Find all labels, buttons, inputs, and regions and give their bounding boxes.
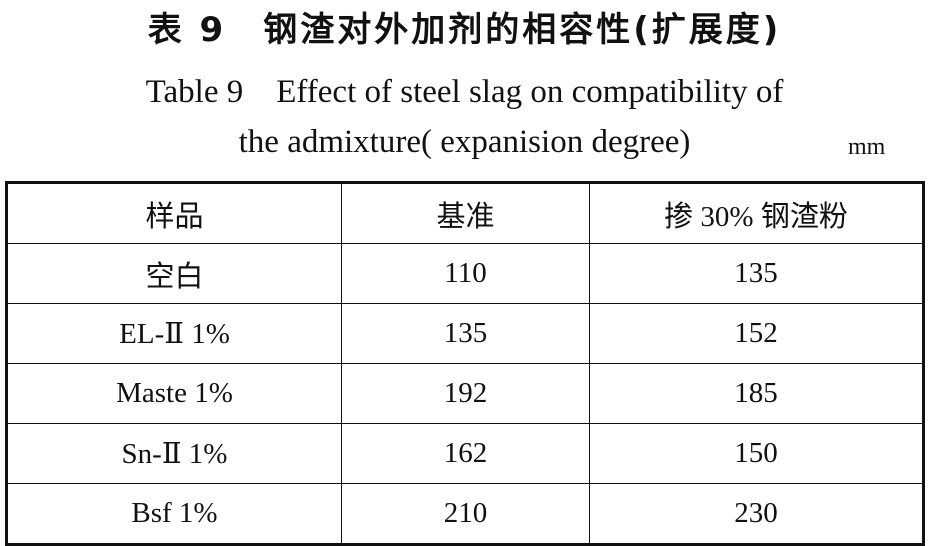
cell: EL-Ⅱ 1%: [6, 303, 342, 364]
row: EL-Ⅱ 1% 135 152: [6, 303, 924, 364]
row: Maste 1% 192 185: [6, 363, 924, 424]
row: Sn-Ⅱ 1% 162 150: [6, 423, 924, 484]
cell: 152: [589, 303, 924, 364]
cell: 230: [589, 483, 924, 545]
cell: 210: [341, 483, 590, 545]
cell: 185: [589, 363, 924, 424]
cell: 192: [341, 363, 590, 424]
cell: 135: [341, 303, 590, 364]
subtitle: the admixture( expanision degree): [238, 124, 691, 160]
header-row: 样品 基准掺 30% 钢渣粉: [6, 182, 924, 244]
row: Bsf 1% 210 230: [6, 483, 924, 545]
subtitle: Table 9 Effect of steel slag on compatib…: [145, 74, 784, 110]
cell: 162: [341, 423, 590, 484]
row: 空白 110 135: [6, 243, 924, 304]
table: 样品 基准掺 30% 钢渣粉 空白 110 135 EL-Ⅱ 1% 135 152 Maste …: [5, 181, 925, 546]
cell: 空白: [6, 243, 342, 304]
cell: 110: [341, 243, 590, 304]
header-cell: 样品: [6, 182, 342, 244]
header-cell: 掺 30% 钢渣粉: [589, 182, 924, 244]
title: 表 9 钢渣对外加剂的相容性(扩展度): [147, 10, 782, 50]
cell: 150: [589, 423, 924, 484]
header-cell: 基准: [341, 182, 590, 244]
cell: Bsf 1%: [6, 483, 342, 545]
unit: mm: [848, 134, 886, 160]
table-body: 样品 基准掺 30% 钢渣粉 空白 110 135 EL-Ⅱ 1% 135 152 Maste …: [6, 182, 924, 545]
cell: Sn-Ⅱ 1%: [6, 423, 342, 484]
cell: Maste 1%: [6, 363, 342, 424]
cell: 135: [589, 243, 924, 304]
